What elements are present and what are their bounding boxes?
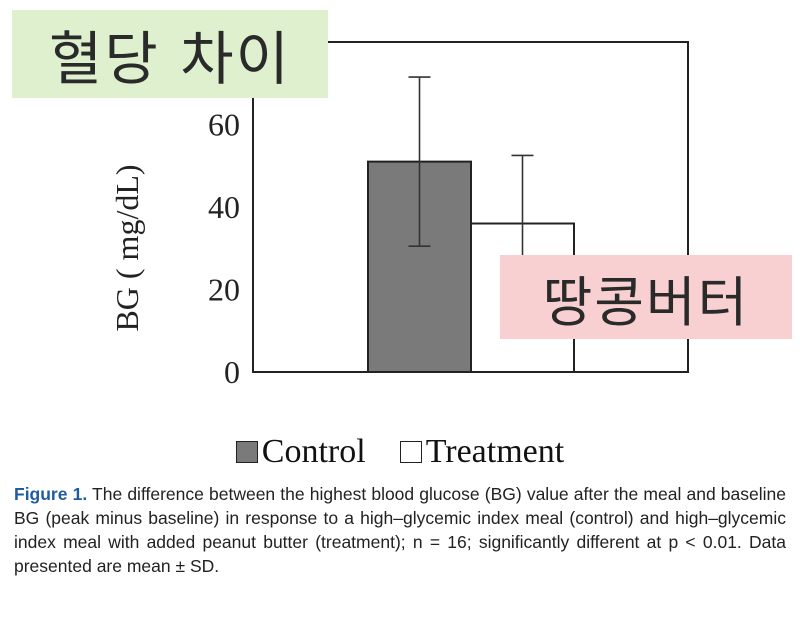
- y-tick-label: 0: [224, 354, 240, 390]
- figure-caption-text: The difference between the highest blood…: [14, 484, 786, 576]
- chart-legend: Control Treatment: [0, 433, 800, 471]
- y-tick-label: 20: [208, 272, 240, 308]
- korean-label-peanut-butter: 땅콩버터: [500, 255, 792, 339]
- korean-label-glucose-difference: 혈당 차이: [12, 10, 328, 98]
- error-bar-control: [408, 76, 431, 247]
- legend-item-control: Control: [235, 433, 366, 471]
- figure-caption: Figure 1. The difference between the hig…: [14, 482, 786, 578]
- y-tick-label: 40: [208, 189, 240, 225]
- y-axis-label: BG ( mg/dL): [109, 164, 145, 331]
- legend-item-treatment: Treatment: [399, 433, 565, 471]
- legend-swatch-treatment: [399, 441, 422, 463]
- legend-label-treatment: Treatment: [425, 433, 565, 470]
- y-tick-label: 60: [208, 107, 240, 143]
- figure-caption-label: Figure 1.: [14, 484, 88, 504]
- legend-label-control: Control: [261, 433, 366, 470]
- legend-swatch-control: [235, 441, 258, 463]
